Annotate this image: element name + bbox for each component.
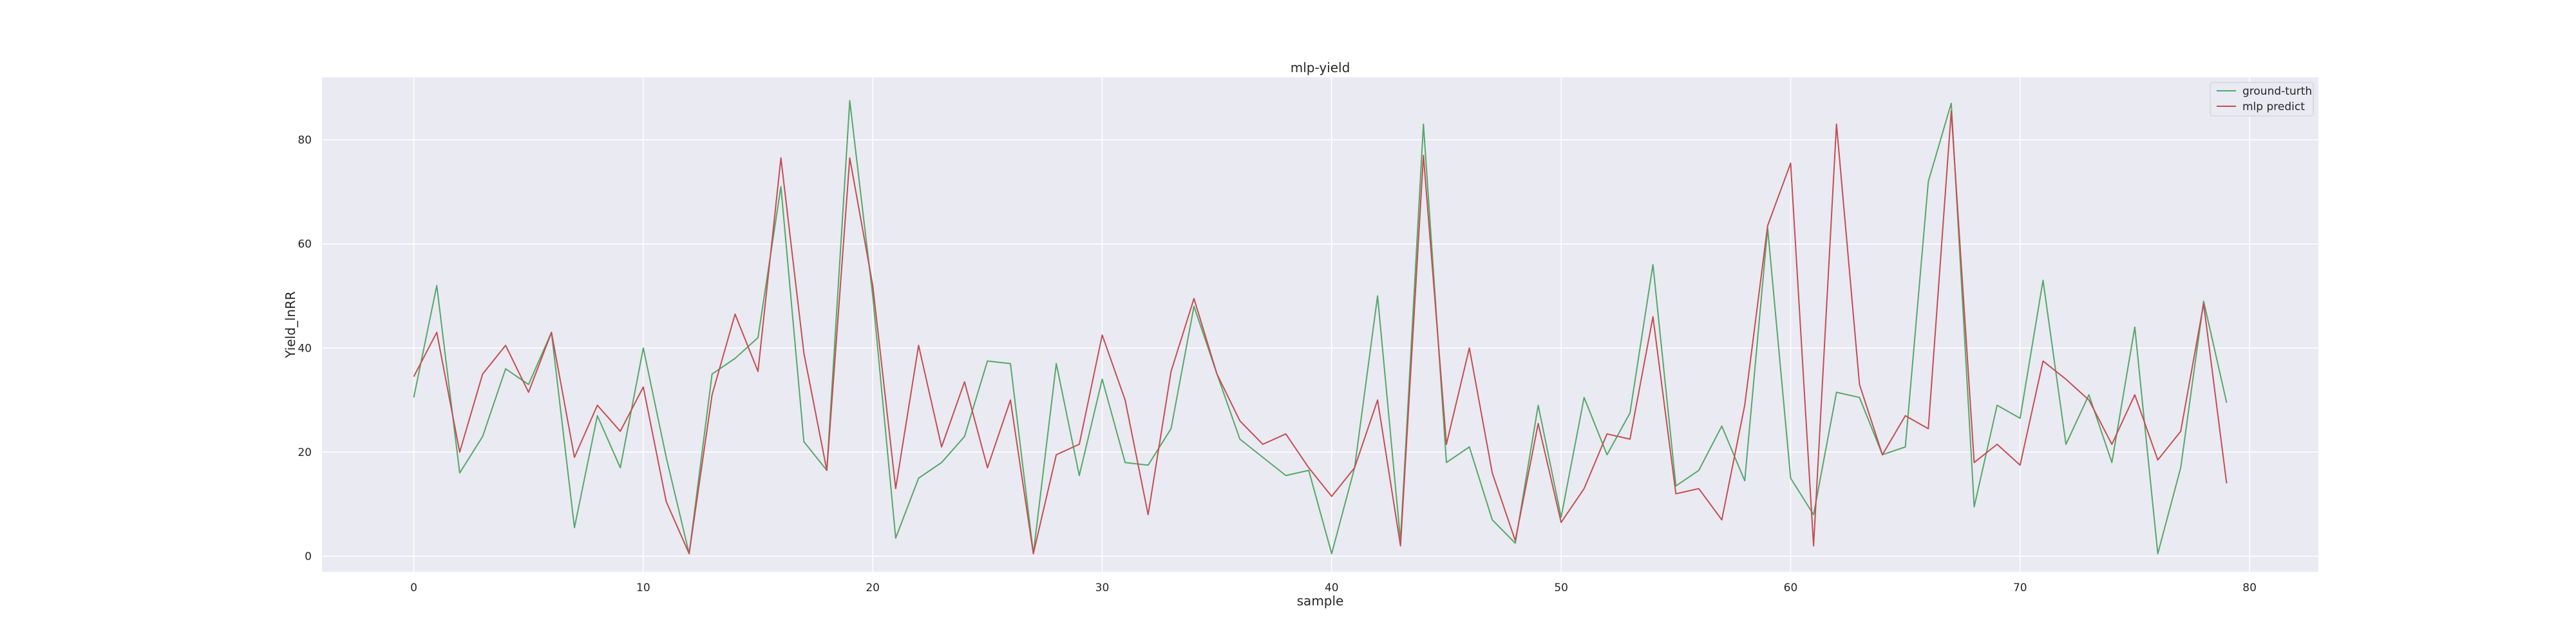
grid-lines	[322, 77, 2318, 572]
x-tick-label: 40	[1325, 582, 1339, 594]
x-tick-label: 80	[2242, 582, 2257, 594]
y-tick-label: 20	[298, 446, 312, 459]
y-tick-label: 80	[298, 134, 312, 147]
x-tick-labels: 0 10 20 30 40 50 60 70 80	[410, 582, 2257, 594]
x-tick-label: 10	[636, 582, 650, 594]
legend-label-mlp-predict: mlp predict	[2242, 100, 2305, 113]
x-tick-label: 70	[2013, 582, 2027, 594]
x-tick-label: 0	[410, 582, 417, 594]
series-lines	[413, 100, 2228, 554]
y-axis-label: Yield_lnRR	[283, 291, 298, 359]
series-line-mlp-predict	[413, 110, 2228, 554]
y-tick-label: 60	[298, 238, 312, 251]
x-tick-label: 30	[1095, 582, 1110, 594]
legend: ground-turth mlp predict	[2210, 82, 2314, 117]
series-line-ground-turth	[413, 100, 2228, 554]
x-tick-label: 60	[1784, 582, 1798, 594]
legend-label-ground-turth: ground-turth	[2242, 85, 2312, 98]
x-tick-label: 50	[1554, 582, 1568, 594]
y-tick-labels: 0 20 40 60 80	[298, 134, 312, 564]
y-tick-label: 0	[305, 551, 312, 564]
x-axis-label: sample	[1297, 593, 1344, 609]
x-tick-label: 20	[866, 582, 880, 594]
plot-background	[322, 77, 2318, 572]
y-tick-label: 40	[298, 342, 312, 355]
chart-title: mlp-yield	[1291, 60, 1350, 75]
